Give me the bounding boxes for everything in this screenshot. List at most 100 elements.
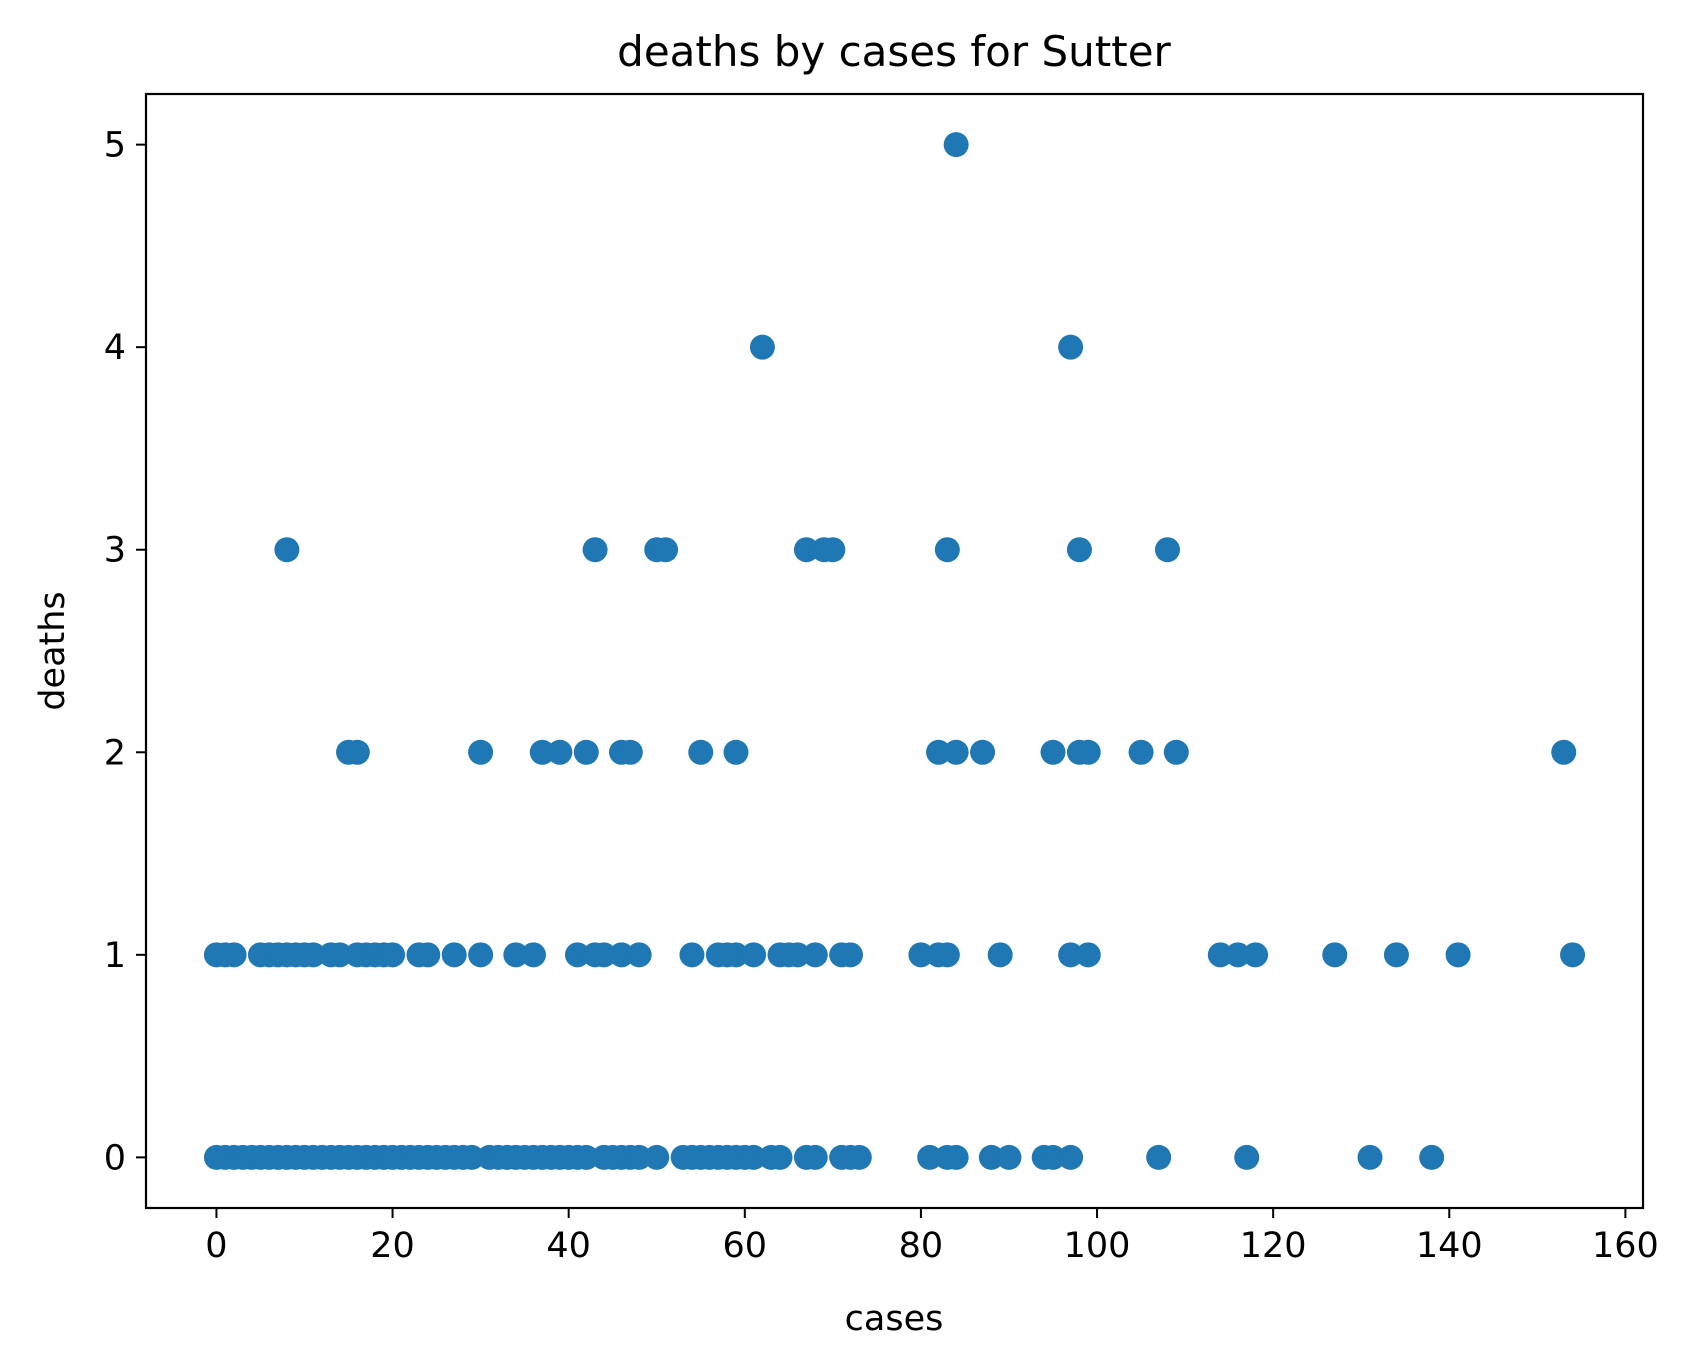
- data-point: [644, 1144, 670, 1170]
- data-point: [943, 132, 969, 158]
- data-point: [468, 942, 494, 968]
- data-point: [626, 1144, 652, 1170]
- x-axis-label: cases: [845, 1299, 944, 1339]
- data-point: [221, 942, 247, 968]
- data-point: [679, 942, 705, 968]
- chart-title: deaths by cases for Sutter: [617, 27, 1171, 76]
- data-point: [415, 942, 441, 968]
- y-tick-label: 0: [104, 1138, 126, 1178]
- data-point: [846, 1144, 872, 1170]
- data-point: [1058, 334, 1084, 360]
- data-point: [723, 942, 749, 968]
- data-point: [1146, 1144, 1172, 1170]
- y-tick-label: 2: [104, 733, 126, 773]
- plot-area-frame: [144, 92, 1645, 1210]
- data-point: [749, 334, 775, 360]
- data-point: [1560, 942, 1586, 968]
- data-point: [459, 1144, 485, 1170]
- data-point: [626, 942, 652, 968]
- x-tick-label: 20: [370, 1226, 415, 1266]
- data-point: [617, 739, 643, 765]
- data-point: [1322, 942, 1348, 968]
- data-point: [573, 739, 599, 765]
- points-layer: [203, 132, 1586, 1170]
- data-point: [1040, 739, 1066, 765]
- y-axis-label: deaths: [33, 591, 73, 710]
- data-point: [1075, 739, 1101, 765]
- data-point: [582, 537, 608, 563]
- x-tick-label: 40: [546, 1226, 591, 1266]
- y-axis: 0 1 2 3 4 5: [104, 126, 146, 1178]
- y-tick-label: 1: [104, 936, 126, 976]
- data-point: [1128, 739, 1154, 765]
- data-point: [908, 942, 934, 968]
- data-point: [970, 739, 996, 765]
- data-point: [274, 537, 300, 563]
- data-point: [1207, 942, 1233, 968]
- data-point: [1243, 942, 1269, 968]
- data-point: [723, 739, 749, 765]
- y-tick-label: 4: [104, 328, 126, 368]
- data-point: [1058, 942, 1084, 968]
- data-point: [441, 942, 467, 968]
- data-point: [934, 537, 960, 563]
- data-point: [520, 942, 546, 968]
- data-point: [820, 537, 846, 563]
- data-point: [1357, 1144, 1383, 1170]
- x-tick-label: 100: [1064, 1226, 1131, 1266]
- data-point: [1551, 739, 1577, 765]
- data-point: [1383, 942, 1409, 968]
- data-point: [785, 942, 811, 968]
- data-point: [741, 1144, 767, 1170]
- data-point: [344, 739, 370, 765]
- data-point: [573, 1144, 599, 1170]
- data-point: [1075, 942, 1101, 968]
- data-point: [688, 739, 714, 765]
- data-point: [529, 739, 555, 765]
- data-point: [380, 942, 406, 968]
- data-point: [1058, 1144, 1084, 1170]
- data-point: [793, 537, 819, 563]
- data-point: [926, 739, 952, 765]
- data-point: [1066, 537, 1092, 563]
- data-point: [1419, 1144, 1445, 1170]
- data-point: [591, 942, 617, 968]
- data-point: [987, 942, 1013, 968]
- data-point: [503, 942, 529, 968]
- x-tick-label: 120: [1240, 1226, 1307, 1266]
- data-point: [996, 1144, 1022, 1170]
- data-point: [564, 942, 590, 968]
- data-point: [978, 1144, 1004, 1170]
- data-point: [300, 942, 326, 968]
- data-point: [468, 739, 494, 765]
- x-tick-label: 80: [899, 1226, 944, 1266]
- data-point: [1234, 1144, 1260, 1170]
- data-point: [943, 1144, 969, 1170]
- data-point: [1163, 739, 1189, 765]
- data-point: [327, 942, 353, 968]
- x-tick-label: 60: [723, 1226, 768, 1266]
- data-point: [767, 1144, 793, 1170]
- data-point: [802, 942, 828, 968]
- data-point: [934, 942, 960, 968]
- y-tick-label: 5: [104, 126, 126, 166]
- data-point: [1040, 1144, 1066, 1170]
- x-axis: 0 20 40 60 80 100 120 140 160: [205, 1208, 1659, 1266]
- y-tick-label: 3: [104, 531, 126, 571]
- data-point: [917, 1144, 943, 1170]
- data-point: [1225, 942, 1251, 968]
- data-point: [741, 942, 767, 968]
- x-tick-label: 140: [1416, 1226, 1483, 1266]
- data-point: [547, 739, 573, 765]
- data-point: [653, 537, 679, 563]
- data-point: [837, 942, 863, 968]
- data-point: [943, 739, 969, 765]
- x-tick-label: 160: [1592, 1226, 1659, 1266]
- data-point: [1445, 942, 1471, 968]
- data-point: [802, 1144, 828, 1170]
- data-point: [609, 942, 635, 968]
- data-point: [1154, 537, 1180, 563]
- x-tick-label: 0: [205, 1226, 227, 1266]
